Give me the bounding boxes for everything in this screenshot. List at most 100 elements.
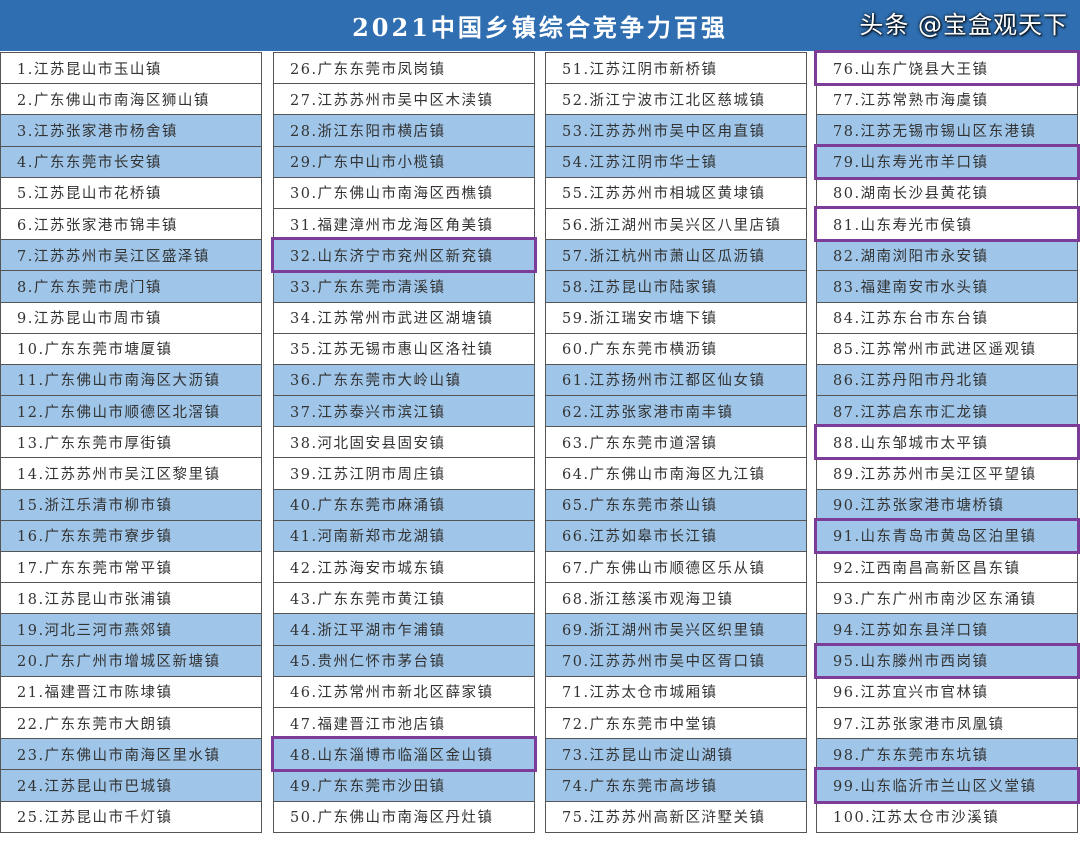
town-name: 46.江苏常州市新北区薛家镇 [290, 685, 494, 702]
town-name: 33.广东东莞市清溪镇 [290, 279, 446, 296]
ranking-row: 37.江苏泰兴市滨江镇 [273, 396, 535, 428]
ranking-row: 98.广东东莞市东坑镇 [816, 739, 1078, 771]
ranking-row: 85.江苏常州市武进区遥观镇 [816, 333, 1078, 365]
ranking-row: 46.江苏常州市新北区薛家镇 [273, 676, 535, 708]
town-name: 28.浙江东阳市横店镇 [290, 123, 446, 140]
ranking-row: 22.广东东莞市大朗镇 [0, 707, 262, 740]
ranking-row: 44.浙江平湖市乍浦镇 [273, 614, 535, 646]
ranking-row: 53.江苏苏州市吴中区甪直镇 [545, 115, 807, 147]
town-name: 74.广东东莞市高埗镇 [562, 778, 718, 795]
ranking-row: 71.江苏太仓市城厢镇 [545, 676, 807, 708]
town-name: 68.浙江慈溪市观海卫镇 [562, 591, 734, 608]
ranking-row: 26.广东东莞市凤岗镇 [273, 52, 535, 85]
town-name: 69.浙江湖州市吴兴区织里镇 [562, 622, 766, 639]
town-name: 65.广东东莞市茶山镇 [562, 498, 718, 515]
ranking-row: 16.广东东莞市寮步镇 [0, 520, 262, 552]
town-name: 67.广东佛山市顺德区乐从镇 [562, 560, 766, 577]
town-name: 16.广东东莞市寮步镇 [17, 529, 173, 546]
town-name: 81.山东寿光市侯镇 [833, 217, 973, 234]
town-name: 6.江苏张家港市锦丰镇 [17, 217, 178, 234]
town-name: 30.广东佛山市南海区西樵镇 [290, 186, 494, 203]
ranking-row: 68.浙江慈溪市观海卫镇 [545, 583, 807, 615]
town-name: 63.广东东莞市道滘镇 [562, 435, 718, 452]
page-title: 2021中国乡镇综合竞争力百强 [0, 0, 1080, 51]
town-name: 77.江苏常熟市海虞镇 [833, 92, 989, 109]
town-name: 78.江苏无锡市锡山区东港镇 [833, 123, 1037, 140]
town-name: 31.福建漳州市龙海区角美镇 [290, 217, 494, 234]
town-name: 9.江苏昆山市周市镇 [17, 311, 162, 328]
town-name: 91.山东青岛市黄岛区泊里镇 [833, 529, 1037, 546]
ranking-row: 29.广东中山市小榄镇 [273, 146, 535, 178]
ranking-row: 67.广东佛山市顺德区乐从镇 [545, 552, 807, 584]
town-name: 29.广东中山市小榄镇 [290, 155, 446, 172]
ranking-row: 75.江苏苏州高新区浒墅关镇 [545, 801, 807, 833]
town-name: 71.江苏太仓市城厢镇 [562, 685, 718, 702]
town-name: 90.江苏张家港市塘桥镇 [833, 498, 1005, 515]
ranking-row: 3.江苏张家港市杨舍镇 [0, 115, 262, 147]
town-name: 85.江苏常州市武进区遥观镇 [833, 342, 1037, 359]
ranking-row: 41.河南新郑市龙湖镇 [273, 520, 535, 552]
ranking-row: 24.江苏昆山市巴城镇 [0, 770, 262, 802]
town-name: 84.江苏东台市东台镇 [833, 311, 989, 328]
ranking-row-highlighted: 81.山东寿光市侯镇 [814, 205, 1080, 243]
ranking-row: 73.江苏昆山市淀山湖镇 [545, 739, 807, 771]
ranking-column-4: 76.山东广饶县大王镇 77.江苏常熟市海虞镇 78.江苏无锡市锡山区东港镇 79.山… [814, 49, 1080, 833]
ranking-row: 66.江苏如皋市长江镇 [545, 520, 807, 552]
ranking-row: 20.广东广州市增城区新塘镇 [0, 645, 262, 677]
ranking-row: 69.浙江湖州市吴兴区织里镇 [545, 614, 807, 646]
town-name: 20.广东广州市增城区新塘镇 [17, 654, 221, 671]
town-name: 26.广东东莞市凤岗镇 [290, 61, 446, 78]
ranking-row: 9.江苏昆山市周市镇 [0, 302, 262, 334]
ranking-row-highlighted: 76.山东广饶县大王镇 [814, 49, 1080, 87]
town-name: 73.江苏昆山市淀山湖镇 [562, 747, 734, 764]
ranking-row-highlighted: 48.山东淄博市临淄区金山镇 [271, 736, 537, 773]
town-name: 35.江苏无锡市惠山区洛社镇 [290, 342, 494, 359]
ranking-row: 18.江苏昆山市张浦镇 [0, 583, 262, 615]
town-name: 22.广东东莞市大朗镇 [17, 716, 173, 733]
watermark: 头条 @宝盒观天下 [859, 11, 1068, 39]
town-name: 27.江苏苏州市吴中区木渎镇 [290, 92, 494, 109]
ranking-row: 87.江苏启东市汇龙镇 [816, 396, 1078, 428]
ranking-row: 28.浙江东阳市横店镇 [273, 115, 535, 147]
ranking-row: 62.江苏张家港市南丰镇 [545, 396, 807, 428]
ranking-row: 93.广东广州市南沙区东涌镇 [816, 583, 1078, 615]
ranking-column-3: 51.江苏江阴市新桥镇 52.浙江宁波市江北区慈城镇 53.江苏苏州市吴中区甪直镇 5… [545, 52, 807, 833]
town-name: 55.江苏苏州市相城区黄埭镇 [562, 186, 766, 203]
town-name: 64.广东佛山市南海区九江镇 [562, 467, 766, 484]
town-name: 13.广东东莞市厚街镇 [17, 435, 173, 452]
ranking-row: 21.福建晋江市陈埭镇 [0, 676, 262, 708]
ranking-row: 30.广东佛山市南海区西樵镇 [273, 177, 535, 209]
town-name: 43.广东东莞市黄江镇 [290, 591, 446, 608]
town-name: 60.广东东莞市横沥镇 [562, 342, 718, 359]
town-name: 7.江苏苏州市吴江区盛泽镇 [17, 248, 210, 265]
town-name: 76.山东广饶县大王镇 [833, 61, 989, 78]
town-name: 24.江苏昆山市巴城镇 [17, 778, 173, 795]
ranking-row: 5.江苏昆山市花桥镇 [0, 177, 262, 209]
town-name: 40.广东东莞市麻涌镇 [290, 498, 446, 515]
town-name: 80.湖南长沙县黄花镇 [833, 186, 989, 203]
town-name: 86.江苏丹阳市丹北镇 [833, 373, 989, 390]
ranking-row: 82.湖南浏阳市永安镇 [816, 240, 1078, 272]
town-name: 96.江苏宜兴市官林镇 [833, 685, 989, 702]
ranking-row: 19.河北三河市燕郊镇 [0, 614, 262, 646]
ranking-row: 65.广东东莞市茶山镇 [545, 489, 807, 521]
ranking-row: 10.广东东莞市塘厦镇 [0, 333, 262, 365]
town-name: 51.江苏江阴市新桥镇 [562, 61, 718, 78]
ranking-row: 84.江苏东台市东台镇 [816, 302, 1078, 334]
ranking-row-highlighted: 79.山东寿光市羊口镇 [814, 143, 1080, 180]
ranking-row-highlighted: 99.山东临沂市兰山区义堂镇 [814, 767, 1080, 804]
town-name: 48.山东淄博市临淄区金山镇 [290, 747, 494, 764]
ranking-row: 94.江苏如东县洋口镇 [816, 614, 1078, 646]
town-name: 82.湖南浏阳市永安镇 [833, 248, 989, 265]
town-name: 37.江苏泰兴市滨江镇 [290, 404, 446, 421]
ranking-row: 12.广东佛山市顺德区北滘镇 [0, 396, 262, 428]
town-name: 3.江苏张家港市杨舍镇 [17, 123, 178, 140]
town-name: 92.江西南昌高新区昌东镇 [833, 560, 1021, 577]
town-name: 19.河北三河市燕郊镇 [17, 622, 173, 639]
town-name: 42.江苏海安市城东镇 [290, 560, 446, 577]
ranking-row: 2.广东佛山市南海区狮山镇 [0, 84, 262, 116]
town-name: 99.山东临沂市兰山区义堂镇 [833, 778, 1037, 795]
town-name: 100.江苏太仓市沙溪镇 [833, 810, 1000, 827]
town-name: 88.山东邹城市太平镇 [833, 435, 989, 452]
town-name: 8.广东东莞市虎门镇 [17, 279, 162, 296]
